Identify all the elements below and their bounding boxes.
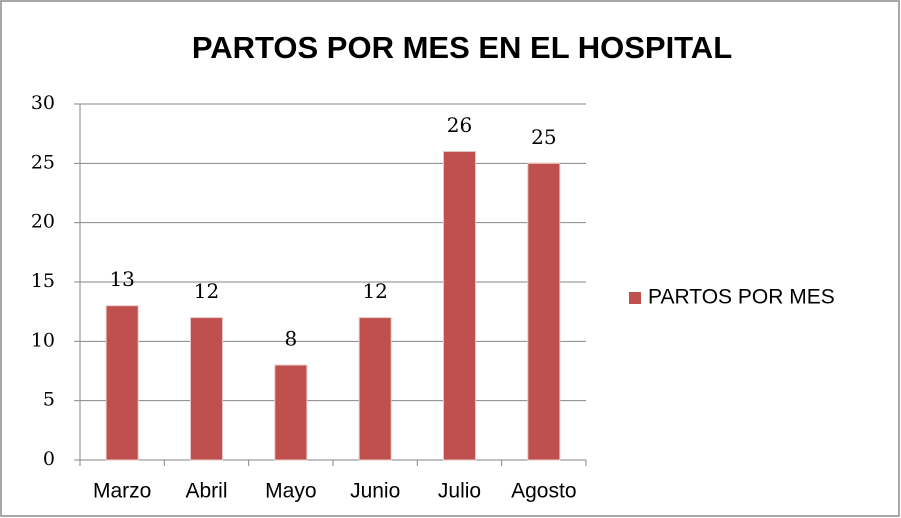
bar [527,162,561,461]
bar [190,317,223,461]
bar [274,364,308,461]
data-label: 8 [284,327,297,351]
y-tick-label: 20 [31,211,55,233]
data-label: 12 [362,279,387,303]
data-label: 25 [531,125,556,149]
x-tick-label: Abril [185,480,227,503]
x-tick-label: Junio [350,480,400,503]
data-label: 26 [447,113,472,137]
x-tick-label: Marzo [93,480,151,503]
y-tick-label: 10 [31,329,55,351]
data-label: 13 [109,267,134,291]
legend-swatch [629,292,641,304]
x-tick-label: Julio [438,480,481,503]
bar [105,305,139,461]
bar [443,150,476,461]
legend-label: PARTOS POR MES [648,286,835,309]
y-tick-label: 25 [31,151,55,173]
y-tick-label: 0 [43,448,55,470]
bar [358,317,392,461]
y-tick-label: 15 [31,270,55,292]
data-label: 12 [194,279,219,303]
chart-title: PARTOS POR MES EN EL HOSPITAL [192,30,732,65]
x-tick-label: Agosto [511,480,576,503]
x-tick-label: Mayo [265,480,316,503]
y-tick-label: 30 [31,92,55,114]
y-tick-label: 5 [43,389,55,411]
